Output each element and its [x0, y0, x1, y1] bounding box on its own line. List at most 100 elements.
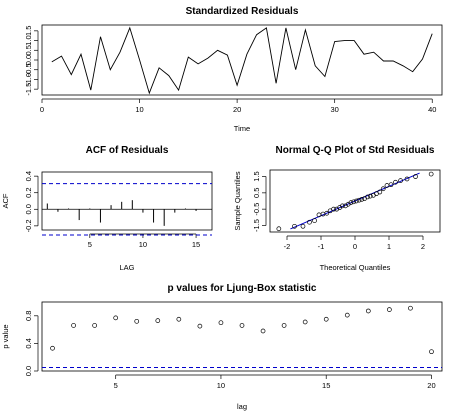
- x-tick-label: 1: [387, 242, 391, 251]
- plot-frame: [41, 171, 213, 231]
- data-point: [380, 186, 386, 192]
- data-point: [331, 206, 336, 212]
- x-axis-ticks: 0 10 20 30 40: [40, 98, 436, 114]
- data-point: [302, 319, 308, 325]
- y-tick-label: 1.0: [24, 35, 33, 45]
- y-tick-label: -1.5: [252, 219, 261, 232]
- data-point: [344, 312, 350, 318]
- y-tick-label: -0.5: [252, 203, 261, 216]
- x-tick-label: -1: [318, 242, 325, 251]
- x-axis-label: Theoretical Quantiles: [320, 263, 391, 272]
- x-tick-label: 10: [139, 240, 147, 249]
- residual-line: [51, 26, 433, 95]
- data-point: [359, 197, 365, 202]
- data-point: [155, 318, 161, 323]
- data-point: [281, 323, 287, 328]
- x-axis-label: LAG: [119, 263, 134, 272]
- chart-panel-2: ACF of Residuals LAG ACF 5 10 15 -0.2 0.0 0.2 0.4: [1, 145, 213, 272]
- data-point: [428, 171, 434, 177]
- y-tick-label: 0.8: [24, 311, 33, 321]
- y-tick-label: -0.2: [24, 219, 33, 232]
- x-tick-label: 20: [427, 381, 435, 390]
- data-point: [398, 178, 403, 183]
- data-point: [292, 223, 297, 229]
- chart-title: Normal Q-Q Plot of Std Residuals: [276, 145, 435, 156]
- data-point: [429, 349, 434, 355]
- y-axis-label: ACF: [1, 193, 10, 208]
- x-tick-label: 40: [428, 105, 436, 114]
- data-marks: [42, 183, 212, 236]
- data-point: [393, 179, 398, 185]
- data-point: [354, 198, 359, 204]
- y-tick-label: 0.5: [24, 45, 33, 55]
- chart-title: ACF of Residuals: [86, 145, 169, 156]
- data-point: [113, 315, 119, 321]
- x-axis-ticks: 5 10 15: [88, 233, 200, 249]
- data-marks: [51, 26, 433, 95]
- data-point: [356, 197, 362, 203]
- x-tick-label: 30: [331, 105, 339, 114]
- x-tick-label: 20: [233, 105, 241, 114]
- data-point: [71, 323, 76, 328]
- x-tick-label: 5: [88, 240, 92, 249]
- x-tick-label: 0: [40, 105, 44, 114]
- y-tick-label: 0.0: [24, 55, 33, 65]
- x-axis-label: lag: [237, 402, 247, 411]
- x-axis-ticks: 5 10 15 20: [114, 374, 436, 390]
- data-point: [324, 210, 330, 216]
- data-point: [377, 189, 383, 195]
- y-tick-label: 1.5: [24, 26, 33, 36]
- x-axis-ticks: -2 -1 0 1 2: [284, 235, 425, 251]
- data-point: [218, 320, 224, 326]
- y-tick-label: 0.4: [24, 171, 33, 181]
- data-marks: [276, 171, 434, 232]
- data-point: [365, 308, 371, 314]
- data-point: [312, 218, 317, 223]
- qq-reference-line: [290, 172, 420, 230]
- data-point: [348, 200, 354, 205]
- x-tick-label: 0: [353, 242, 357, 251]
- y-tick-label: -0.5: [24, 63, 33, 76]
- y-tick-label: 0.4: [24, 338, 33, 348]
- x-tick-label: 2: [421, 242, 425, 251]
- y-axis-label: Sample Quantiles: [233, 171, 242, 230]
- y-axis-ticks: 0.0 0.4 0.8: [24, 311, 39, 376]
- chart-title: Standardized Residuals: [186, 6, 299, 17]
- y-tick-label: -1.0: [24, 73, 33, 86]
- x-tick-label: 15: [322, 381, 330, 390]
- data-point: [323, 316, 329, 322]
- data-point: [387, 307, 392, 312]
- x-tick-label: 10: [217, 381, 225, 390]
- y-axis-ticks: -0.2 0.0 0.2 0.4: [24, 171, 39, 232]
- y-axis-label: p value: [1, 324, 10, 348]
- data-point: [300, 223, 306, 229]
- chart-panel-4: p values for Ljung-Box statistic lag p val…: [1, 283, 443, 411]
- plot-frame: [41, 24, 443, 96]
- data-point: [50, 345, 55, 351]
- x-axis-label: Time: [234, 124, 250, 133]
- y-tick-label: 0.5: [252, 188, 261, 198]
- data-point: [92, 323, 97, 328]
- data-point: [197, 323, 203, 329]
- y-axis-ticks: -1.5 -0.5 0.5 1.5: [252, 171, 267, 232]
- data-point: [260, 328, 266, 334]
- data-point: [413, 174, 418, 179]
- data-point: [340, 203, 345, 209]
- plot-frame: [269, 169, 441, 233]
- x-tick-label: 10: [135, 105, 143, 114]
- chart-title: p values for Ljung-Box statistic: [168, 283, 317, 294]
- data-marks: [42, 305, 442, 369]
- data-point: [239, 323, 245, 328]
- plot-frame: [41, 301, 443, 372]
- data-point: [367, 193, 373, 199]
- data-point: [365, 194, 370, 200]
- y-tick-label: 0.0: [24, 366, 33, 376]
- x-tick-label: 15: [192, 240, 200, 249]
- data-point: [404, 176, 410, 182]
- data-point: [408, 305, 413, 311]
- data-point: [388, 182, 394, 188]
- y-tick-label: 0.2: [24, 187, 33, 197]
- x-tick-label: -2: [284, 242, 291, 251]
